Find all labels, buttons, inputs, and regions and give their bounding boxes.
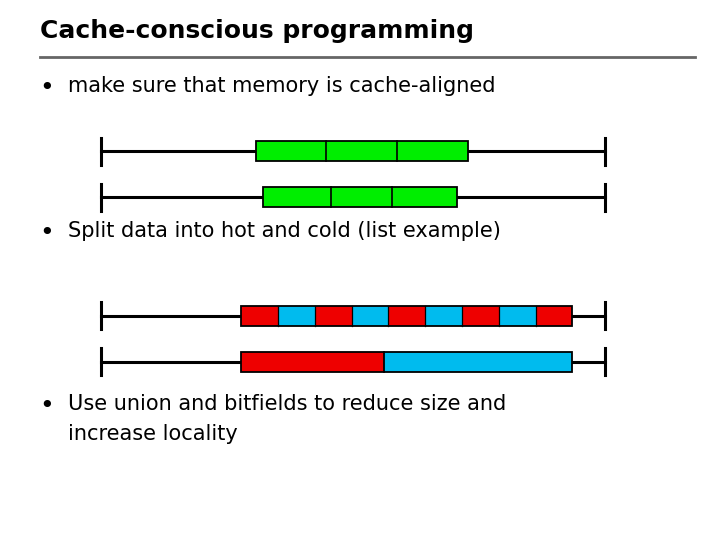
Text: •: • — [40, 76, 54, 99]
Bar — [499, 306, 536, 326]
Bar — [278, 306, 315, 326]
Text: •: • — [40, 394, 54, 418]
Text: •: • — [40, 221, 54, 245]
Bar — [351, 306, 388, 326]
Text: Cache-conscious programming: Cache-conscious programming — [40, 19, 474, 43]
Text: Split data into hot and cold (list example): Split data into hot and cold (list examp… — [68, 221, 501, 241]
Bar — [462, 306, 499, 326]
Bar — [241, 352, 572, 372]
Text: Use union and bitfields to reduce size and
increase locality: Use union and bitfields to reduce size a… — [68, 394, 507, 444]
Bar — [263, 187, 457, 207]
Bar — [536, 306, 572, 326]
Bar — [241, 352, 384, 372]
Bar — [388, 306, 426, 326]
Bar — [426, 306, 462, 326]
Text: make sure that memory is cache-aligned: make sure that memory is cache-aligned — [68, 76, 496, 96]
Bar — [384, 352, 572, 372]
Bar — [241, 306, 278, 326]
Bar — [256, 141, 468, 161]
Bar — [315, 306, 351, 326]
Bar — [241, 306, 572, 326]
